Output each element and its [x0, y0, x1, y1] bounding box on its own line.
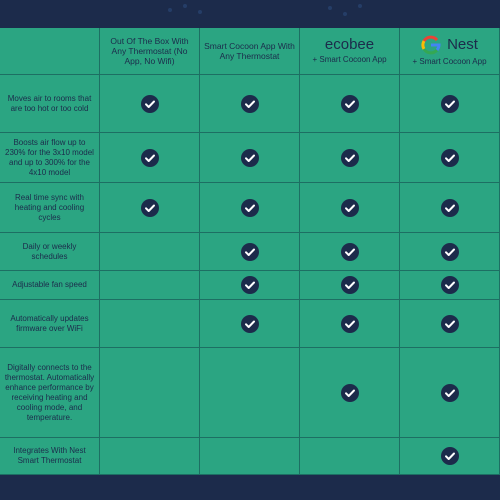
check-icon	[440, 383, 459, 402]
check-icon	[340, 383, 359, 402]
check-cell	[300, 233, 400, 271]
check-icon	[440, 314, 459, 333]
check-cell	[100, 348, 200, 438]
check-icon	[240, 198, 259, 217]
check-cell	[400, 133, 500, 183]
feature-label: Moves air to rooms that are too hot or t…	[0, 75, 100, 133]
google-logo	[421, 35, 441, 55]
feature-label: Digitally connects to the thermostat. Au…	[0, 348, 100, 438]
check-cell	[100, 133, 200, 183]
check-icon	[440, 447, 459, 465]
feature-label: Daily or weekly schedules	[0, 233, 100, 271]
check-icon	[340, 94, 359, 113]
column-title: Out Of The Box With Any Thermostat (No A…	[110, 36, 189, 66]
check-icon	[240, 94, 259, 113]
check-cell	[400, 233, 500, 271]
column-header: ecobee + Smart Cocoon App	[300, 28, 400, 75]
check-cell	[400, 183, 500, 233]
check-icon	[240, 242, 259, 261]
check-icon	[440, 198, 459, 217]
check-cell	[200, 233, 300, 271]
check-icon	[340, 242, 359, 261]
check-cell	[200, 438, 300, 475]
corner-cell	[0, 28, 100, 75]
check-cell	[200, 348, 300, 438]
feature-label: Adjustable fan speed	[0, 271, 100, 300]
check-cell	[100, 233, 200, 271]
check-cell	[400, 75, 500, 133]
check-cell	[100, 183, 200, 233]
check-cell	[300, 300, 400, 348]
check-cell	[400, 271, 500, 300]
feature-label: Boosts air flow up to 230% for the 3x10 …	[0, 133, 100, 183]
check-icon	[140, 148, 159, 167]
check-cell	[300, 75, 400, 133]
check-cell	[300, 183, 400, 233]
check-cell	[300, 133, 400, 183]
brand-name: Nest	[447, 36, 478, 53]
check-icon	[340, 276, 359, 294]
column-header: Nest + Smart Cocoon App	[400, 28, 500, 75]
check-cell	[100, 438, 200, 475]
check-icon	[240, 148, 259, 167]
check-icon	[440, 276, 459, 294]
column-header: Out Of The Box With Any Thermostat (No A…	[100, 28, 200, 75]
check-icon	[440, 242, 459, 261]
decoration	[168, 4, 362, 16]
check-icon	[340, 148, 359, 167]
check-icon	[140, 198, 159, 217]
brand-row: Nest	[421, 35, 478, 55]
check-cell	[300, 271, 400, 300]
check-icon	[440, 94, 459, 113]
check-cell	[200, 271, 300, 300]
feature-label: Integrates With Nest Smart Thermostat	[0, 438, 100, 475]
comparison-table: Out Of The Box With Any Thermostat (No A…	[0, 28, 500, 475]
brand-row: ecobee	[325, 37, 374, 53]
check-cell	[200, 183, 300, 233]
check-cell	[100, 300, 200, 348]
feature-label: Automatically updates firmware over WiFi	[0, 300, 100, 348]
check-cell	[200, 133, 300, 183]
check-cell	[100, 75, 200, 133]
check-icon	[240, 314, 259, 333]
check-icon	[140, 94, 159, 113]
check-cell	[100, 271, 200, 300]
check-cell	[300, 348, 400, 438]
check-icon	[440, 148, 459, 167]
check-cell	[300, 438, 400, 475]
check-cell	[400, 348, 500, 438]
column-title: Smart Cocoon App With Any Thermostat	[204, 41, 295, 61]
brand-subtitle: + Smart Cocoon App	[312, 55, 387, 64]
check-icon	[340, 314, 359, 333]
feature-label: Real time sync with heating and cooling …	[0, 183, 100, 233]
check-cell	[200, 300, 300, 348]
check-cell	[400, 438, 500, 475]
check-icon	[240, 276, 259, 294]
check-cell	[200, 75, 300, 133]
check-icon	[340, 198, 359, 217]
check-cell	[400, 300, 500, 348]
column-header: Smart Cocoon App With Any Thermostat	[200, 28, 300, 75]
brand-subtitle: + Smart Cocoon App	[412, 57, 487, 66]
brand-name: ecobee	[324, 36, 375, 53]
